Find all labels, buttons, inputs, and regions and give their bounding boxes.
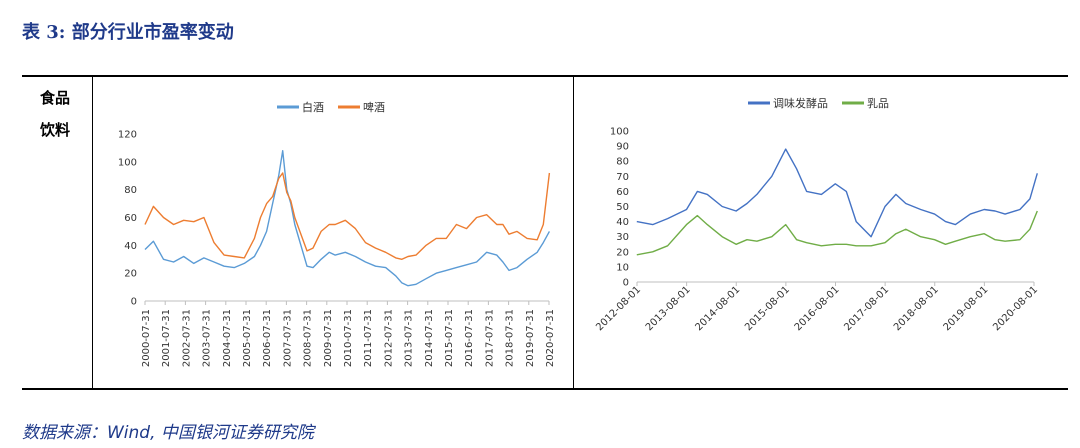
series-line-1 bbox=[636, 210, 1038, 256]
y-tick-label: 0 bbox=[623, 278, 629, 289]
y-tick-label: 80 bbox=[616, 157, 629, 168]
x-tick-label: 2012-07-31 bbox=[383, 309, 394, 367]
legend-entry: 白酒 bbox=[302, 100, 324, 114]
y-tick-label: 60 bbox=[124, 213, 137, 224]
x-tick-label: 2001-07-31 bbox=[161, 309, 172, 367]
x-tick-label: 2008-07-31 bbox=[303, 309, 314, 367]
x-tick-label: 2018-08-01 bbox=[892, 284, 941, 333]
series-line-1 bbox=[144, 172, 551, 261]
y-tick-label: 40 bbox=[616, 217, 629, 228]
y-tick-label: 70 bbox=[616, 172, 629, 183]
x-tick-label: 2002-07-31 bbox=[181, 309, 192, 367]
x-tick-label: 2016-07-31 bbox=[464, 309, 475, 367]
x-tick-label: 2017-08-01 bbox=[842, 284, 891, 333]
x-tick-label: 2019-08-01 bbox=[942, 284, 991, 333]
x-tick-label: 2014-07-31 bbox=[424, 309, 435, 367]
series-line-0 bbox=[144, 149, 551, 287]
y-tick-label: 120 bbox=[118, 130, 137, 141]
y-tick-label: 50 bbox=[616, 202, 629, 213]
x-tick-label: 2006-07-31 bbox=[262, 309, 273, 367]
x-tick-label: 2005-07-31 bbox=[242, 309, 253, 367]
y-tick-label: 40 bbox=[124, 241, 137, 252]
chart-divider bbox=[573, 75, 574, 388]
x-tick-label: 2012-08-01 bbox=[594, 284, 643, 333]
x-tick-label: 2010-07-31 bbox=[343, 309, 354, 367]
x-tick-label: 2015-07-31 bbox=[444, 309, 455, 367]
x-tick-label: 2013-07-31 bbox=[404, 309, 415, 367]
source-note: 数据来源：Wind, 中国银河证券研究院 bbox=[22, 423, 314, 443]
x-tick-label: 2016-08-01 bbox=[793, 284, 842, 333]
legend-entry: 啤酒 bbox=[363, 100, 385, 114]
page-title: 表 3: 部分行业市盈率变动 bbox=[22, 22, 234, 43]
y-tick-label: 80 bbox=[124, 185, 137, 196]
y-tick-label: 100 bbox=[118, 157, 137, 168]
x-tick-label: 2014-08-01 bbox=[693, 284, 742, 333]
chart-condiment-dairy: 0 10 20 30 40 50 60 70 80 90 100 2012-08-01 2013-08-… bbox=[594, 96, 1040, 333]
x-tick-label: 2019-07-31 bbox=[525, 309, 536, 367]
category-label: 食品 饮料 bbox=[30, 82, 80, 146]
x-tick-label: 2013-08-01 bbox=[644, 284, 693, 333]
x-tick-label: 2018-07-31 bbox=[505, 309, 516, 367]
y-tick-label: 60 bbox=[616, 187, 629, 198]
x-tick-label: 2000-07-31 bbox=[141, 309, 152, 367]
legend-entry: 乳品 bbox=[867, 97, 889, 110]
x-tick-label: 2015-08-01 bbox=[743, 284, 792, 333]
category-line-2: 饮料 bbox=[39, 121, 70, 139]
x-tick-label: 2017-07-31 bbox=[484, 309, 495, 367]
x-tick-label: 2003-07-31 bbox=[202, 309, 213, 367]
y-tick-label: 10 bbox=[616, 262, 629, 273]
bottom-rule bbox=[22, 388, 1068, 390]
x-tick-label: 2009-07-31 bbox=[323, 309, 334, 367]
x-tick-label: 2011-07-31 bbox=[363, 309, 374, 367]
legend-entry: 调味发酵品 bbox=[773, 96, 828, 110]
top-rule bbox=[22, 75, 1068, 77]
x-tick-label: 2020-07-31 bbox=[545, 309, 556, 367]
x-tick-label: 2007-07-31 bbox=[282, 309, 293, 367]
y-tick-label: 100 bbox=[610, 127, 629, 138]
y-tick-label: 0 bbox=[131, 297, 137, 308]
y-tick-label: 20 bbox=[124, 269, 137, 280]
category-line-1: 食品 bbox=[39, 89, 70, 107]
x-tick-label: 2020-08-01 bbox=[991, 284, 1040, 333]
y-tick-label: 90 bbox=[616, 142, 629, 153]
chart-liquor-beer: 0 20 40 60 80 100 120 2000-07-31 2001-07-31 2002-… bbox=[118, 100, 556, 367]
y-tick-label: 30 bbox=[616, 232, 629, 243]
category-divider bbox=[92, 75, 93, 388]
series-line-0 bbox=[636, 148, 1038, 238]
y-tick-label: 20 bbox=[616, 247, 629, 258]
x-tick-label: 2004-07-31 bbox=[222, 309, 233, 367]
